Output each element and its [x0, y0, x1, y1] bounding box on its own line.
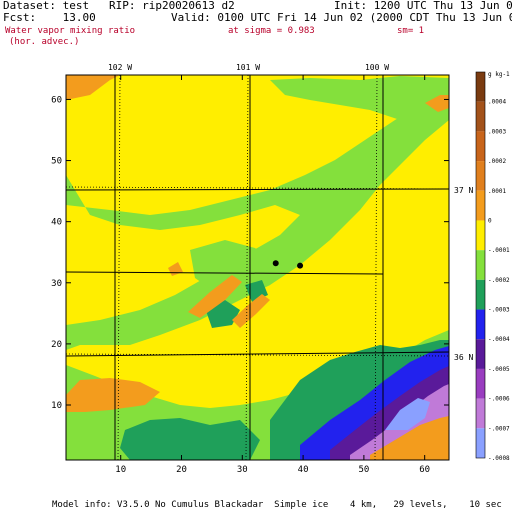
y-tick-label: 60 — [51, 95, 62, 105]
sigma-level: at sigma = 0.983 — [228, 26, 315, 36]
init-time: Init: 1200 UTC Thu 13 Jun 02 — [334, 0, 512, 12]
x-tick-label: 40 — [298, 465, 309, 475]
colorbar-frame — [475, 71, 486, 459]
colorbar-segment — [476, 72, 485, 102]
colorbar-segment — [476, 398, 485, 429]
colorbar-segment — [476, 368, 485, 399]
colorbar-segment — [476, 220, 485, 251]
y-tick-label: 50 — [51, 157, 62, 167]
longitude-label: 102 W — [108, 63, 132, 72]
state-county-lines — [66, 75, 449, 460]
orange-streak-2 — [232, 294, 270, 328]
colorbar-label: 0 — [488, 217, 492, 224]
colorbar-segment — [476, 131, 485, 162]
station-marker — [272, 260, 279, 267]
colorbar-label: -.0008 — [488, 455, 510, 462]
colorbar-label: .0004 — [488, 99, 506, 106]
x-tick-label: 30 — [237, 465, 248, 475]
colorbar-label: -.0007 — [488, 425, 510, 432]
colorbar-segment — [476, 101, 485, 132]
y-tick-label: 40 — [51, 218, 62, 228]
longitude-label: 100 W — [365, 63, 389, 72]
orange-northeast — [425, 95, 449, 112]
y-tick-label: 20 — [51, 340, 62, 350]
colorbar-label: .0003 — [488, 128, 506, 135]
longitude-labels: 102 W 101 W 100 W — [108, 63, 389, 72]
x-axis: 10 20 30 40 50 60 — [115, 75, 430, 475]
field-title: Water vapor mixing ratio — [5, 26, 136, 36]
colorbar-label: -.0005 — [488, 366, 510, 373]
colorbar-segment — [476, 161, 485, 191]
colorbar-label: -.0002 — [488, 277, 510, 284]
colorbar-label: -.0001 — [488, 247, 510, 254]
x-tick-label: 50 — [358, 465, 369, 475]
orange-south-core — [370, 416, 449, 460]
colorbar-segment — [476, 428, 485, 458]
colorbar-label: -.0006 — [488, 396, 510, 403]
station-marker — [297, 262, 304, 269]
x-tick-label: 20 — [176, 465, 187, 475]
lat-lon-grid — [66, 75, 449, 460]
longitude-label: 101 W — [236, 63, 260, 72]
orange-north — [66, 75, 120, 100]
colorbar-segment — [476, 309, 485, 340]
plot-frame — [65, 74, 450, 461]
green-northeast — [270, 76, 449, 120]
periwinkle-core — [385, 398, 430, 430]
colorbar-segment — [476, 279, 485, 310]
latitude-labels: 37 N 36 N — [454, 186, 473, 362]
colorbar-unit: g kg-1 — [488, 71, 510, 78]
valid-time: Valid: 0100 UTC Fri 14 Jun 02 (2000 CDT … — [171, 11, 512, 24]
colorbar-segment — [476, 250, 485, 280]
green-mid-patch — [190, 240, 275, 295]
colorbar: g kg-1 .0004 .0003 .0002 .0001 0 -.0001 -.0002 -… — [475, 71, 510, 462]
x-tick-label: 10 — [115, 465, 126, 475]
latitude-label: 36 N — [454, 353, 473, 362]
orange-streak-1 — [188, 275, 242, 318]
colorbar-label: .0002 — [488, 158, 506, 165]
y-axis: 10 20 30 40 50 60 — [51, 95, 449, 411]
forecast-hour: Fcst: 13.00 — [3, 11, 96, 24]
latitude-label: 37 N — [454, 186, 473, 195]
dataset-label: Dataset: test RIP: rip20020613 d2 — [3, 0, 235, 12]
colorbar-label: -.0003 — [488, 307, 510, 314]
colorbar-label: .0001 — [488, 188, 506, 195]
x-tick-label: 60 — [419, 465, 430, 475]
darkgreen-southwest — [120, 418, 260, 460]
colorbar-segment — [476, 190, 485, 221]
y-tick-label: 30 — [51, 279, 62, 289]
colorbar-label: -.0004 — [488, 336, 510, 343]
green-band — [66, 92, 449, 350]
contour-fill — [66, 75, 449, 460]
smoothing: sm= 1 — [397, 26, 425, 36]
model-info-footer: Model info: V3.5.0 No Cumulus Blackadar … — [52, 500, 502, 510]
colorbar-segment — [476, 339, 485, 369]
point-markers — [272, 260, 304, 269]
field-subtitle: (hor. advec.) — [9, 37, 80, 47]
orange-west — [66, 378, 160, 412]
y-tick-label: 10 — [51, 401, 62, 411]
